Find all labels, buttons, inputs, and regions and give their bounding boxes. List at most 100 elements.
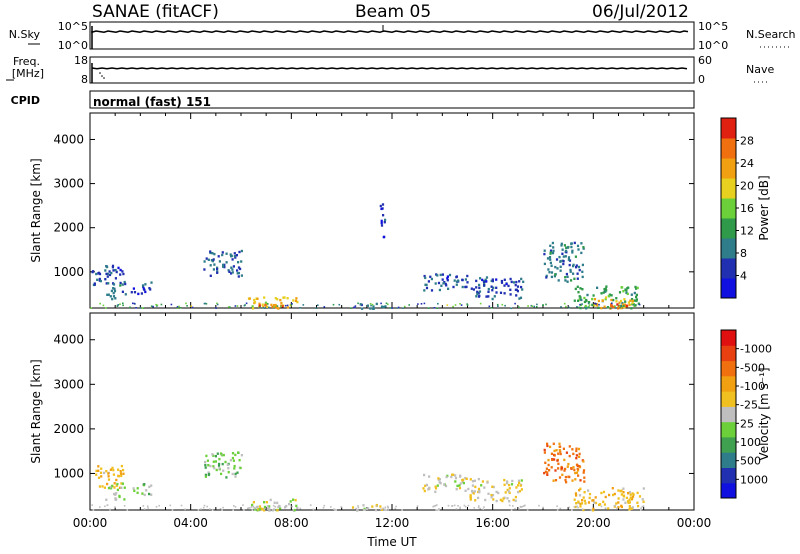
colorbar-segment [721, 467, 736, 484]
nsearch-label: N.Search [746, 28, 796, 41]
colorbar-segment [721, 138, 736, 159]
data-patch [573, 487, 645, 512]
colorbar-segment [721, 406, 736, 423]
colorbar-segment [721, 345, 736, 362]
data-patch [469, 477, 523, 503]
colorbar-tick-label: 4 [740, 270, 747, 283]
near-range-scatter [91, 504, 645, 511]
colorbar-tick-label: 500 [740, 455, 761, 468]
colorbar-tick-label: 8 [740, 247, 747, 260]
data-patch [204, 451, 243, 479]
data-patch [379, 203, 387, 239]
range-tick-label: 1000 [53, 466, 84, 480]
colorbar-segment [721, 436, 736, 453]
velocity-panel [91, 442, 645, 512]
data-patch [359, 302, 387, 310]
nsky-tick-bottom: 10^0 [58, 39, 88, 52]
colorbar-segment [721, 238, 736, 259]
colorbar-segment [721, 452, 736, 468]
data-patch [106, 280, 127, 301]
nave-label: Nave [746, 63, 774, 76]
colorbar-segment [721, 391, 736, 407]
nave-tick-bottom: 0 [698, 73, 705, 86]
range-tick-label: 2000 [53, 422, 84, 436]
colorbar-segment [721, 198, 736, 219]
colorbar-tick-label: 100 [740, 436, 761, 449]
nsearch-tick-bottom: 10^0 [698, 39, 728, 52]
data-patch [470, 276, 525, 301]
colorbar-tick-label: 24 [740, 157, 754, 170]
colorbar-tick-label: -25 [740, 399, 758, 412]
range-tick-label: 3000 [53, 177, 84, 191]
colorbar-segment [721, 330, 736, 346]
velocity-frame [89, 312, 695, 511]
time-tick-label: 00:00 [677, 516, 712, 530]
colorbar-tick-label: 16 [740, 202, 754, 215]
colorbar-segment [721, 118, 736, 139]
data-patch [130, 281, 153, 296]
power-panel [90, 203, 641, 310]
freq-frame [89, 56, 695, 84]
colorbar-segment [721, 375, 736, 392]
nsky-label: N.Sky [9, 28, 41, 41]
station-title: SANAE (fitACF) [92, 2, 219, 22]
colorbar-segment [721, 421, 736, 438]
freq-label: Freq. [13, 55, 40, 68]
time-tick-label: 04:00 [173, 516, 208, 530]
date-title: 06/Jul/2012 [592, 2, 689, 22]
colorbar-segment [721, 158, 736, 179]
freq-tick-bottom: 8 [81, 73, 88, 86]
colorbar-segment [721, 482, 736, 499]
colorbar-tick-label: 25 [740, 417, 754, 430]
colorbar-segment [721, 218, 736, 239]
colorbar-tick-label: 12 [740, 225, 754, 238]
colorbar-label: Power [dB] [757, 175, 771, 240]
range-tick-label: 4000 [53, 333, 84, 347]
colorbar-tick-label: -100 [740, 380, 765, 393]
nave-tick-top: 60 [698, 54, 712, 67]
range-tick-label: 1000 [53, 265, 84, 279]
near-range-scatter [90, 302, 641, 310]
colorbar-segment [721, 360, 736, 377]
nsearch-tick-top: 10^5 [698, 20, 728, 33]
cpid-frame [89, 90, 695, 109]
data-patch [422, 473, 470, 493]
freq-unit: [MHz] [12, 67, 44, 80]
colorbar-tick-label: -1000 [740, 343, 772, 356]
data-patch [105, 482, 126, 501]
data-patch [203, 249, 243, 278]
range-axis-label: Slant Range [km] [29, 359, 43, 463]
data-patch [423, 273, 469, 292]
freq-tick-top: 18 [74, 54, 88, 67]
data-patch [257, 505, 287, 512]
colorbar-segment [721, 178, 736, 199]
time-tick-label: 20:00 [576, 516, 611, 530]
time-tick-label: 16:00 [475, 516, 510, 530]
nsky-frame [89, 21, 695, 50]
colorbar-label: Velocity [m s⁻¹] [757, 367, 771, 460]
time-tick-label: 00:00 [73, 516, 108, 530]
colorbar-tick-label: 28 [740, 135, 754, 148]
range-tick-label: 3000 [53, 377, 84, 391]
colorbar-tick-label: -500 [740, 361, 765, 374]
range-tick-label: 2000 [53, 221, 84, 235]
colorbar-segment [721, 258, 736, 279]
data-patch [132, 483, 153, 497]
range-axis-label: Slant Range [km] [29, 158, 43, 262]
colorbar-tick-label: 20 [740, 180, 754, 193]
time-tick-label: 08:00 [274, 516, 309, 530]
cpid-value: normal (fast) 151 [93, 95, 211, 109]
time-tick-label: 12:00 [375, 516, 410, 530]
time-axis-label: Time UT [366, 535, 417, 549]
data-patch [543, 442, 586, 484]
cpid-label: CPID [11, 94, 40, 107]
data-patch [543, 241, 585, 283]
data-patch [95, 464, 125, 489]
power-frame [89, 112, 695, 309]
beam-title: Beam 05 [355, 2, 432, 22]
data-patch [247, 296, 299, 310]
colorbar-tick-label: 1000 [740, 473, 768, 486]
colorbar-segment [721, 278, 736, 299]
